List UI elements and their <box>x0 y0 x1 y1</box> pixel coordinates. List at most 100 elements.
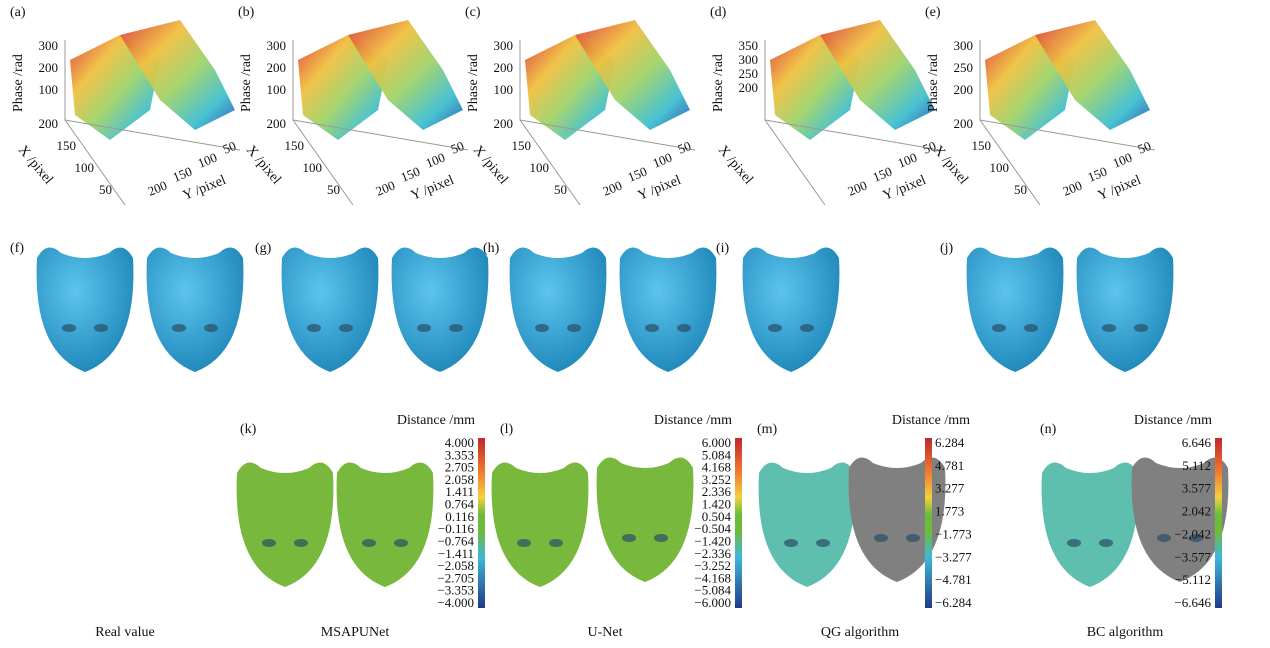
colorbar-tick-label: −3.577 <box>1174 549 1211 564</box>
x-tick-label: 100 <box>990 160 1010 175</box>
recon-panel: (j) <box>940 241 1173 372</box>
eye <box>816 539 830 547</box>
face <box>967 248 1064 372</box>
panel-label: (f) <box>10 241 24 256</box>
y-tick-label: 50 <box>449 138 467 157</box>
panel-label: (k) <box>240 422 257 437</box>
eye <box>800 324 814 332</box>
eye <box>567 324 581 332</box>
z-tick-label: 300 <box>494 38 514 53</box>
eye <box>677 324 691 332</box>
eye <box>1102 324 1116 332</box>
eye <box>1134 324 1148 332</box>
panel-label: (b) <box>238 5 255 20</box>
x-tick-label: 200 <box>39 116 59 131</box>
eye <box>1099 539 1113 547</box>
face <box>1042 463 1139 587</box>
y-tick-label: 200 <box>146 178 170 199</box>
y-tick-label: 50 <box>221 138 239 157</box>
colorbar-tick-label: 6.646 <box>1182 435 1212 450</box>
x-axis-label: X /pixel <box>715 143 756 188</box>
error-panel: (l)Distance /mm6.0005.0844.1683.2522.336… <box>492 413 742 610</box>
y-tick-label: 100 <box>651 150 675 171</box>
face <box>759 463 856 587</box>
colorbar <box>1215 438 1222 608</box>
recon-panel: (g) <box>255 241 488 372</box>
colorbar-tick-label: −6.000 <box>694 595 731 610</box>
y-tick-label: 150 <box>871 164 895 185</box>
panel-label: (e) <box>925 5 941 20</box>
x-tick-label: 50 <box>554 182 567 197</box>
eye <box>992 324 1006 332</box>
recon-panel: (f) <box>10 241 243 372</box>
z-tick-label: 250 <box>954 60 974 75</box>
eye <box>1024 324 1038 332</box>
panel-label: (a) <box>10 5 26 20</box>
x-axis-label: X /pixel <box>243 143 284 188</box>
eye <box>622 534 636 542</box>
colorbar <box>478 438 485 608</box>
recon-panel: (h) <box>483 241 716 372</box>
error-panel: (n)Distance /mm6.6465.1123.5772.042−2,04… <box>1040 413 1228 610</box>
x-tick-label: 200 <box>267 116 287 131</box>
eye <box>768 324 782 332</box>
panel-label: (d) <box>710 5 727 20</box>
colorbar-tick-label: −2,042 <box>1174 526 1211 541</box>
y-tick-label: 100 <box>196 150 220 171</box>
y-tick-label: 200 <box>846 178 870 199</box>
face <box>337 463 434 587</box>
x-axis-label: X /pixel <box>470 143 511 188</box>
z-tick-label: 300 <box>739 52 759 67</box>
colorbar-tick-label: −6.646 <box>1174 595 1211 610</box>
x-tick-label: 150 <box>285 138 305 153</box>
colorbar-tick-label: −3.277 <box>935 549 972 564</box>
y-tick-label: 200 <box>601 178 625 199</box>
eye <box>906 534 920 542</box>
y-tick-label: 200 <box>374 178 398 199</box>
colorbar-tick-label: −4.781 <box>935 572 972 587</box>
colorbar-tick-label: 3.577 <box>1182 481 1212 496</box>
eye <box>1157 534 1171 542</box>
z-tick-label: 200 <box>739 80 759 95</box>
colorbar-title: Distance /mm <box>397 413 475 428</box>
phase-panel: (b)Phase /rad300200100X /pixel2001501005… <box>238 5 468 205</box>
eye <box>362 539 376 547</box>
eye <box>549 539 563 547</box>
x-tick-label: 100 <box>530 160 550 175</box>
x-tick-label: 50 <box>99 182 112 197</box>
face <box>237 463 334 587</box>
face <box>392 248 489 372</box>
y-tick-label: 150 <box>1086 164 1110 185</box>
z-tick-label: 300 <box>267 38 287 53</box>
y-tick-label: 50 <box>1136 138 1154 157</box>
y-tick-label: 150 <box>171 164 195 185</box>
z-axis-label: Phase /rad <box>926 54 941 112</box>
eye <box>654 534 668 542</box>
eye <box>294 539 308 547</box>
colorbar-title: Distance /mm <box>654 413 732 428</box>
y-tick-label: 150 <box>626 164 650 185</box>
face <box>1077 248 1174 372</box>
eye <box>784 539 798 547</box>
face <box>37 248 134 372</box>
colorbar-tick-label: 5.112 <box>1182 458 1211 473</box>
eye <box>62 324 76 332</box>
panel-label: (n) <box>1040 422 1057 437</box>
z-tick-label: 200 <box>494 60 514 75</box>
z-tick-label: 250 <box>739 66 759 81</box>
x-tick-label: 200 <box>954 116 974 131</box>
error-panel: (m)Distance /mm6.2844.7813.2771.773−1.77… <box>757 413 972 610</box>
colorbar-title: Distance /mm <box>892 413 970 428</box>
colorbar-tick-label: 6.284 <box>935 435 965 450</box>
x-tick-label: 100 <box>75 160 95 175</box>
x-tick-label: 150 <box>512 138 532 153</box>
y-tick-label: 100 <box>896 150 920 171</box>
x-tick-label: 50 <box>327 182 340 197</box>
face <box>510 248 607 372</box>
column-caption: MSAPUNet <box>321 625 390 640</box>
colorbar-tick-label: −5.112 <box>1175 572 1211 587</box>
x-tick-label: 150 <box>57 138 77 153</box>
z-tick-label: 300 <box>39 38 59 53</box>
colorbar-tick-label: 1.773 <box>935 504 964 519</box>
